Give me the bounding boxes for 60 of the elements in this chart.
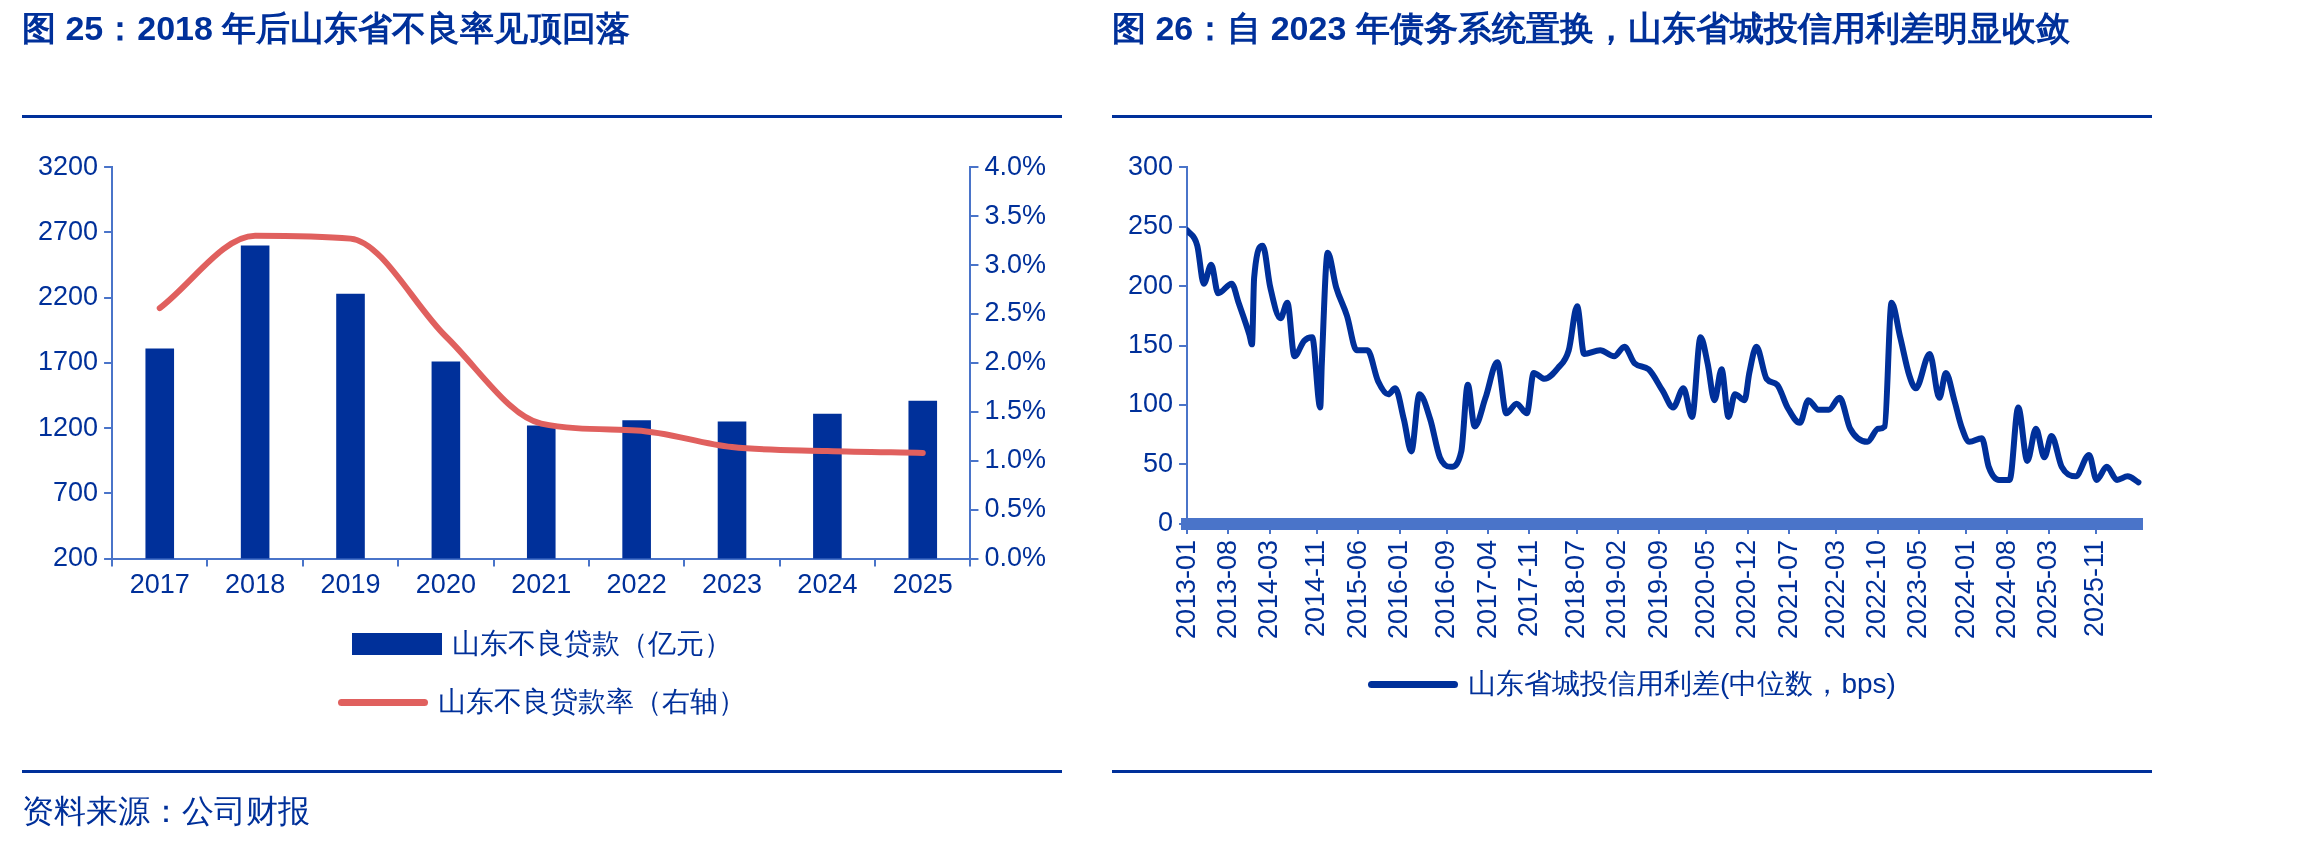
y2-tick-label: 3.5%	[984, 199, 1047, 230]
y-tick-label: 250	[1127, 210, 1174, 241]
y-tick-label: 200	[53, 542, 99, 573]
x-tick-label: 2019-09	[1642, 539, 1673, 640]
legend-label: 山东不良贷款（亿元）	[452, 627, 732, 661]
chart-title: 图 25：2018 年后山东省不良率见顶回落	[22, 8, 632, 49]
x-tick-label: 2025-11	[2079, 539, 2110, 638]
x-tick-label: 2021-07	[1772, 539, 1803, 640]
legend-label: 山东不良贷款率（右轴）	[438, 685, 746, 719]
y-tick-label: 100	[1127, 388, 1174, 419]
x-tick-label: 2025-03	[2032, 539, 2063, 640]
x-tick-label: 2014-11	[1300, 539, 1331, 638]
y2-tick-label: 4.0%	[984, 150, 1047, 181]
y2-tick-label: 2.0%	[984, 346, 1047, 377]
y-tick-label: 1700	[37, 346, 99, 377]
x-tick-label: 2014-03	[1253, 539, 1284, 640]
x-tick-label: 2022	[606, 569, 667, 600]
y-tick-label: 200	[1127, 269, 1174, 300]
y-tick-label: 3200	[37, 150, 99, 181]
x-tick-label: 2018	[225, 569, 286, 600]
x-tick-label: 2013-08	[1211, 539, 1242, 640]
y2-tick-label: 2.5%	[984, 297, 1047, 328]
x-tick-label: 2023	[701, 569, 763, 600]
y-tick-label: 2200	[37, 281, 99, 312]
x-tick-label: 2015-06	[1341, 539, 1372, 640]
x-tick-label: 2019	[320, 569, 381, 600]
y2-tick-label: 1.5%	[984, 395, 1047, 426]
chart-title: 图 26：自 2023 年债务系统置换，山东省城投信用利差明显收敛	[1112, 8, 2071, 49]
x-tick-label: 2024-01	[1949, 539, 1980, 640]
y-tick-label: 50	[1143, 447, 1174, 478]
legend-label: 山东省城投信用利差(中位数，bps)	[1468, 667, 1896, 701]
y-tick-label: 0	[1158, 507, 1174, 538]
y-tick-label: 150	[1127, 329, 1174, 360]
x-tick-label: 2025	[892, 569, 953, 600]
x-tick-label: 2017-11	[1512, 539, 1543, 638]
x-tick-label: 2022-03	[1819, 539, 1850, 640]
text: 资料来源：公司财报	[22, 792, 310, 831]
y2-tick-label: 1.0%	[984, 444, 1047, 475]
x-tick-label: 2024-08	[1990, 539, 2021, 640]
x-tick-label: 2016-01	[1382, 539, 1413, 640]
y2-tick-label: 3.0%	[984, 248, 1047, 279]
y-tick-label: 2700	[37, 215, 99, 246]
x-tick-label: 2022-10	[1861, 539, 1892, 640]
x-tick-label: 2013-01	[1170, 539, 1201, 640]
y2-tick-label: 0.0%	[984, 542, 1047, 573]
y-tick-label: 1200	[37, 411, 99, 442]
y2-tick-label: 0.5%	[984, 493, 1047, 524]
y-tick-label: 300	[1127, 150, 1174, 181]
x-tick-label: 2020	[415, 569, 476, 600]
x-tick-label: 2017	[129, 569, 190, 600]
x-tick-label: 2021	[511, 569, 572, 600]
x-tick-label: 2020-05	[1689, 539, 1720, 640]
x-tick-label: 2016-09	[1430, 539, 1461, 640]
y-tick-label: 700	[53, 476, 99, 507]
x-tick-label: 2020-12	[1731, 539, 1762, 640]
x-tick-label: 2017-04	[1471, 539, 1502, 640]
x-tick-label: 2023-05	[1902, 539, 1933, 640]
x-tick-label: 2024	[797, 569, 858, 600]
x-tick-label: 2019-02	[1601, 539, 1632, 640]
x-tick-label: 2018-07	[1560, 539, 1591, 640]
